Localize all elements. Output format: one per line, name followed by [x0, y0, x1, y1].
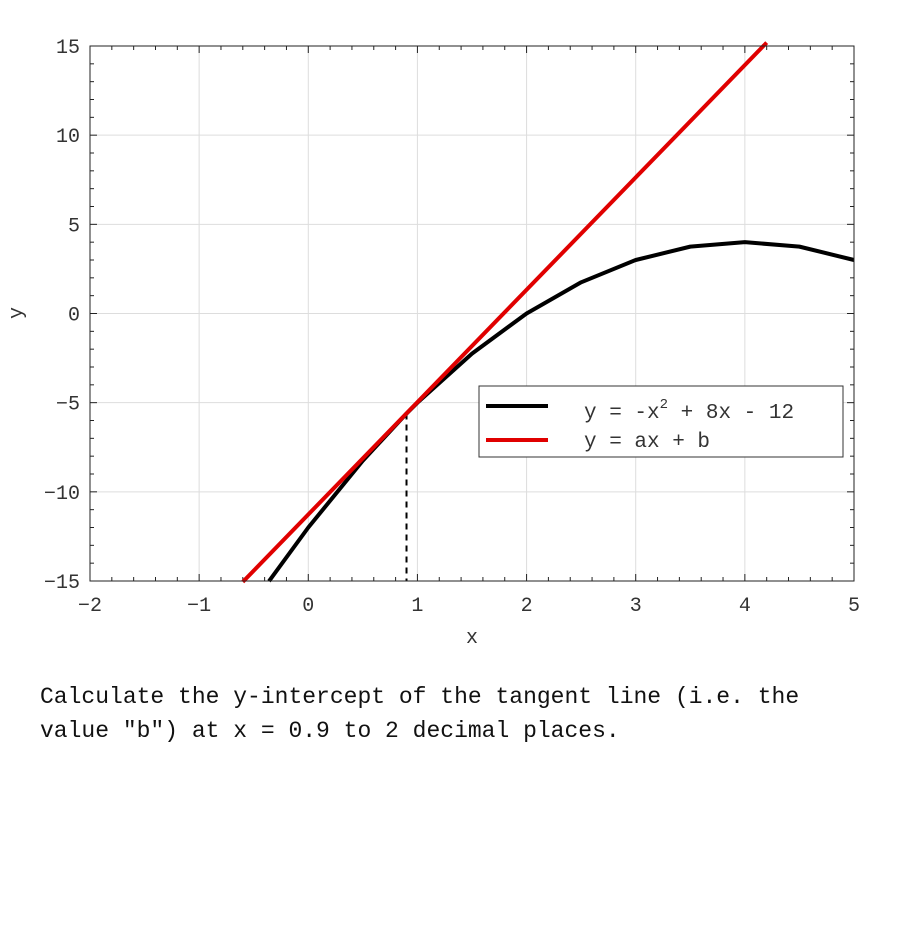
legend-label-curve-pre: y = -x: [584, 402, 660, 425]
gridlines: [89, 45, 855, 582]
x-tick-label: 2: [521, 595, 533, 618]
plot-lines: [241, 41, 855, 584]
legend-box: [478, 385, 844, 458]
x-tick-label: −2: [78, 595, 102, 618]
y-tick-label: 5: [68, 215, 80, 238]
y-tick-label: −10: [44, 483, 80, 506]
x-tick-label: 5: [848, 595, 860, 618]
legend: y = -x2 + 8x - 12 y = ax + b: [478, 385, 844, 458]
y-tick-label: −15: [44, 572, 80, 595]
x-tick-label: −1: [187, 595, 211, 618]
y-tick-label: 10: [56, 126, 80, 149]
y-tick-label: 0: [68, 305, 80, 328]
legend-label-curve-post: + 8x - 12: [668, 402, 794, 425]
legend-label-curve-exponent: 2: [660, 397, 668, 413]
x-axis-label: x: [466, 627, 478, 650]
x-tick-label: 3: [630, 595, 642, 618]
x-tick-label: 4: [739, 595, 751, 618]
x-tick-label: 0: [302, 595, 314, 618]
x-tick-label: 1: [411, 595, 423, 618]
y-tick-label: 15: [56, 37, 80, 60]
question-text: Calculate the y-intercept of the tangent…: [40, 684, 800, 744]
legend-label-tangent: y = ax + b: [584, 431, 710, 454]
y-tick-label: −5: [56, 394, 80, 417]
tangent-line: [241, 41, 769, 584]
legend-label-curve: y = -x2 + 8x - 12: [584, 397, 794, 425]
plot-frame: [89, 45, 855, 582]
y-axis-label: y: [6, 307, 29, 319]
